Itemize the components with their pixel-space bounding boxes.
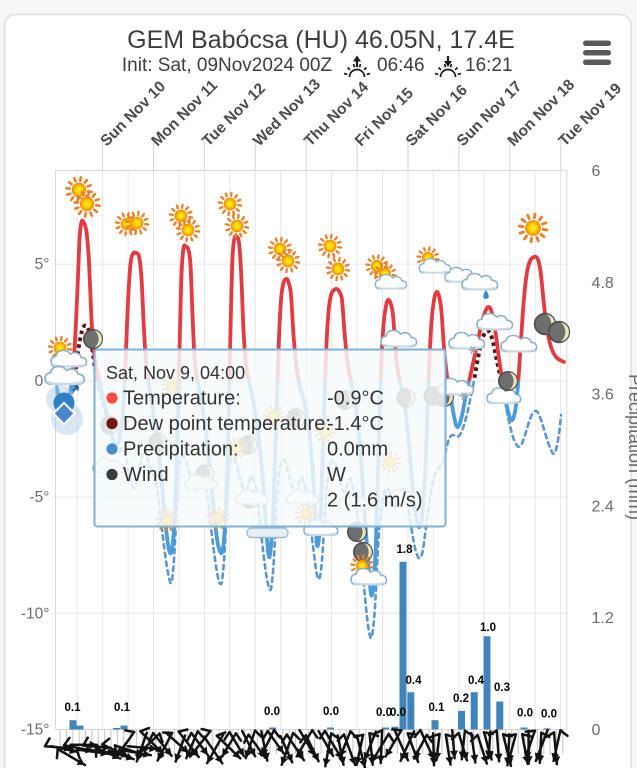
svg-text:-0.9°C: -0.9°C xyxy=(327,388,384,410)
svg-text:0.0: 0.0 xyxy=(390,707,406,719)
svg-text:-5°: -5° xyxy=(30,489,50,506)
svg-text:6: 6 xyxy=(592,163,601,180)
svg-text:0.3: 0.3 xyxy=(494,682,510,694)
svg-text:2 (1.6 m/s): 2 (1.6 m/s) xyxy=(327,490,423,512)
svg-text:1.8: 1.8 xyxy=(397,544,414,556)
svg-text:Temperature:: Temperature: xyxy=(123,388,241,410)
svg-text:16:21: 16:21 xyxy=(465,55,513,76)
svg-text:0.0mm: 0.0mm xyxy=(327,439,388,461)
svg-text:0.0: 0.0 xyxy=(323,706,339,718)
svg-text:GEM Babócsa (HU) 46.05N, 17.4E: GEM Babócsa (HU) 46.05N, 17.4E xyxy=(127,26,515,54)
svg-text:-1.4°C: -1.4°C xyxy=(327,413,384,435)
svg-text:0.1: 0.1 xyxy=(429,702,446,714)
svg-text:1.2: 1.2 xyxy=(592,610,614,627)
svg-text:2.4: 2.4 xyxy=(592,498,614,515)
svg-text:-10°: -10° xyxy=(21,605,50,622)
svg-text:W: W xyxy=(327,464,346,486)
svg-text:5°: 5° xyxy=(35,256,50,273)
svg-text:3.6: 3.6 xyxy=(592,387,614,404)
svg-text:Sat, Nov 9, 04:00: Sat, Nov 9, 04:00 xyxy=(106,363,245,383)
svg-text:0.1: 0.1 xyxy=(114,702,131,714)
svg-text:0.1: 0.1 xyxy=(65,702,82,714)
svg-text:0.2: 0.2 xyxy=(453,693,469,705)
svg-text:0.0: 0.0 xyxy=(541,709,557,721)
svg-text:Precipitation (mm): Precipitation (mm) xyxy=(625,374,637,520)
svg-text:Wind: Wind xyxy=(123,464,169,486)
svg-text:Dew point temperature:: Dew point temperature: xyxy=(123,413,331,435)
svg-text:0.0: 0.0 xyxy=(264,706,280,718)
svg-text:06:46: 06:46 xyxy=(377,55,425,76)
svg-text:0.4: 0.4 xyxy=(406,675,423,687)
svg-text:-15°: -15° xyxy=(21,722,50,739)
svg-text:0.4: 0.4 xyxy=(468,675,485,687)
svg-text:Precipitation:: Precipitation: xyxy=(123,439,239,461)
svg-text:0.0: 0.0 xyxy=(517,708,533,720)
svg-text:Init: Sat, 09Nov2024 00Z: Init: Sat, 09Nov2024 00Z xyxy=(122,55,333,76)
svg-text:0.0: 0.0 xyxy=(376,707,392,719)
svg-text:1.0: 1.0 xyxy=(480,622,496,634)
svg-text:4.8: 4.8 xyxy=(592,275,614,292)
svg-text:0: 0 xyxy=(592,722,601,739)
